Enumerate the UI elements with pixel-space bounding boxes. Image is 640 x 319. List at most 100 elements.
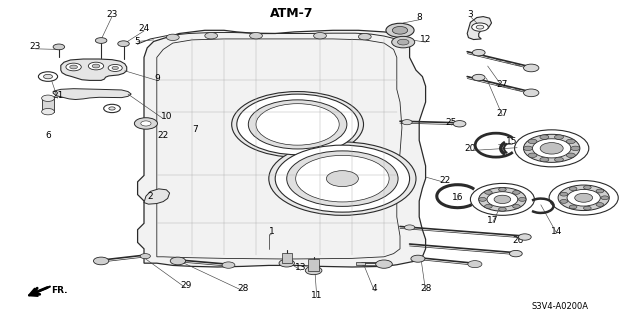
- Text: 20: 20: [465, 144, 476, 153]
- Circle shape: [411, 255, 425, 262]
- Circle shape: [326, 171, 358, 187]
- Circle shape: [528, 139, 537, 144]
- Circle shape: [269, 142, 416, 215]
- Circle shape: [88, 62, 104, 70]
- Circle shape: [479, 188, 526, 211]
- Circle shape: [287, 151, 398, 206]
- Circle shape: [66, 63, 81, 71]
- Circle shape: [109, 107, 115, 110]
- Circle shape: [524, 146, 532, 151]
- Text: 25: 25: [445, 118, 457, 127]
- Circle shape: [376, 260, 392, 268]
- Text: 8: 8: [417, 13, 422, 22]
- Text: 22: 22: [439, 176, 451, 185]
- Text: 27: 27: [497, 109, 508, 118]
- Text: 17: 17: [487, 216, 499, 225]
- Circle shape: [222, 262, 235, 268]
- Circle shape: [499, 207, 506, 211]
- Circle shape: [515, 130, 589, 167]
- Circle shape: [524, 134, 580, 162]
- Circle shape: [509, 250, 522, 257]
- Text: 28: 28: [420, 284, 431, 293]
- Circle shape: [314, 33, 326, 39]
- Text: 7: 7: [193, 125, 198, 134]
- Text: 6: 6: [45, 131, 51, 140]
- Circle shape: [468, 261, 482, 268]
- Circle shape: [524, 89, 539, 97]
- Circle shape: [470, 183, 534, 215]
- Circle shape: [570, 205, 577, 209]
- Circle shape: [42, 95, 54, 101]
- Circle shape: [53, 44, 65, 50]
- Circle shape: [584, 206, 591, 210]
- Text: 15: 15: [506, 137, 518, 146]
- Circle shape: [38, 72, 58, 81]
- Circle shape: [92, 64, 100, 68]
- Circle shape: [134, 118, 157, 129]
- Circle shape: [166, 34, 179, 41]
- Polygon shape: [138, 30, 426, 267]
- Text: FR.: FR.: [51, 286, 67, 295]
- Text: 5: 5: [135, 37, 140, 46]
- Polygon shape: [144, 189, 170, 204]
- Circle shape: [118, 41, 129, 47]
- Circle shape: [205, 33, 218, 39]
- Circle shape: [248, 100, 347, 149]
- Text: 13: 13: [295, 263, 307, 272]
- Text: 9: 9: [154, 74, 159, 83]
- Polygon shape: [53, 89, 131, 100]
- Circle shape: [275, 145, 410, 212]
- Circle shape: [402, 120, 412, 125]
- Circle shape: [42, 108, 54, 115]
- Circle shape: [566, 139, 575, 144]
- Circle shape: [575, 193, 593, 202]
- Circle shape: [513, 190, 520, 194]
- Text: ATM-7: ATM-7: [269, 7, 313, 20]
- Circle shape: [560, 199, 568, 203]
- Circle shape: [513, 204, 520, 208]
- Circle shape: [479, 197, 486, 201]
- Text: 10: 10: [161, 112, 172, 121]
- Circle shape: [250, 33, 262, 39]
- Circle shape: [237, 94, 358, 155]
- Circle shape: [232, 92, 364, 157]
- Circle shape: [404, 225, 415, 230]
- Text: 24: 24: [138, 24, 150, 33]
- Text: 23: 23: [29, 42, 41, 51]
- Bar: [42, 98, 54, 112]
- Circle shape: [392, 36, 415, 48]
- Circle shape: [296, 155, 389, 202]
- Circle shape: [558, 185, 609, 211]
- Circle shape: [279, 259, 294, 267]
- Circle shape: [554, 135, 563, 139]
- Circle shape: [476, 25, 484, 29]
- Circle shape: [596, 189, 604, 193]
- Text: 23: 23: [106, 10, 118, 19]
- Circle shape: [499, 188, 506, 191]
- Circle shape: [44, 74, 52, 79]
- Circle shape: [494, 195, 511, 204]
- Circle shape: [596, 203, 604, 206]
- Circle shape: [392, 26, 408, 34]
- Circle shape: [570, 187, 577, 190]
- Circle shape: [108, 64, 122, 71]
- Bar: [282, 253, 292, 263]
- Circle shape: [386, 23, 414, 37]
- Text: 21: 21: [52, 91, 63, 100]
- Circle shape: [487, 192, 518, 207]
- Text: 28: 28: [237, 284, 249, 293]
- Circle shape: [141, 121, 151, 126]
- Text: 27: 27: [497, 80, 508, 89]
- Circle shape: [571, 146, 580, 151]
- Circle shape: [584, 186, 591, 189]
- Text: 2: 2: [148, 192, 153, 201]
- Circle shape: [560, 192, 568, 196]
- Circle shape: [532, 139, 571, 158]
- Polygon shape: [61, 59, 127, 80]
- Circle shape: [472, 74, 485, 81]
- Circle shape: [104, 104, 120, 113]
- Circle shape: [540, 135, 549, 139]
- Text: 12: 12: [420, 35, 431, 44]
- Circle shape: [528, 153, 537, 158]
- Circle shape: [567, 189, 600, 206]
